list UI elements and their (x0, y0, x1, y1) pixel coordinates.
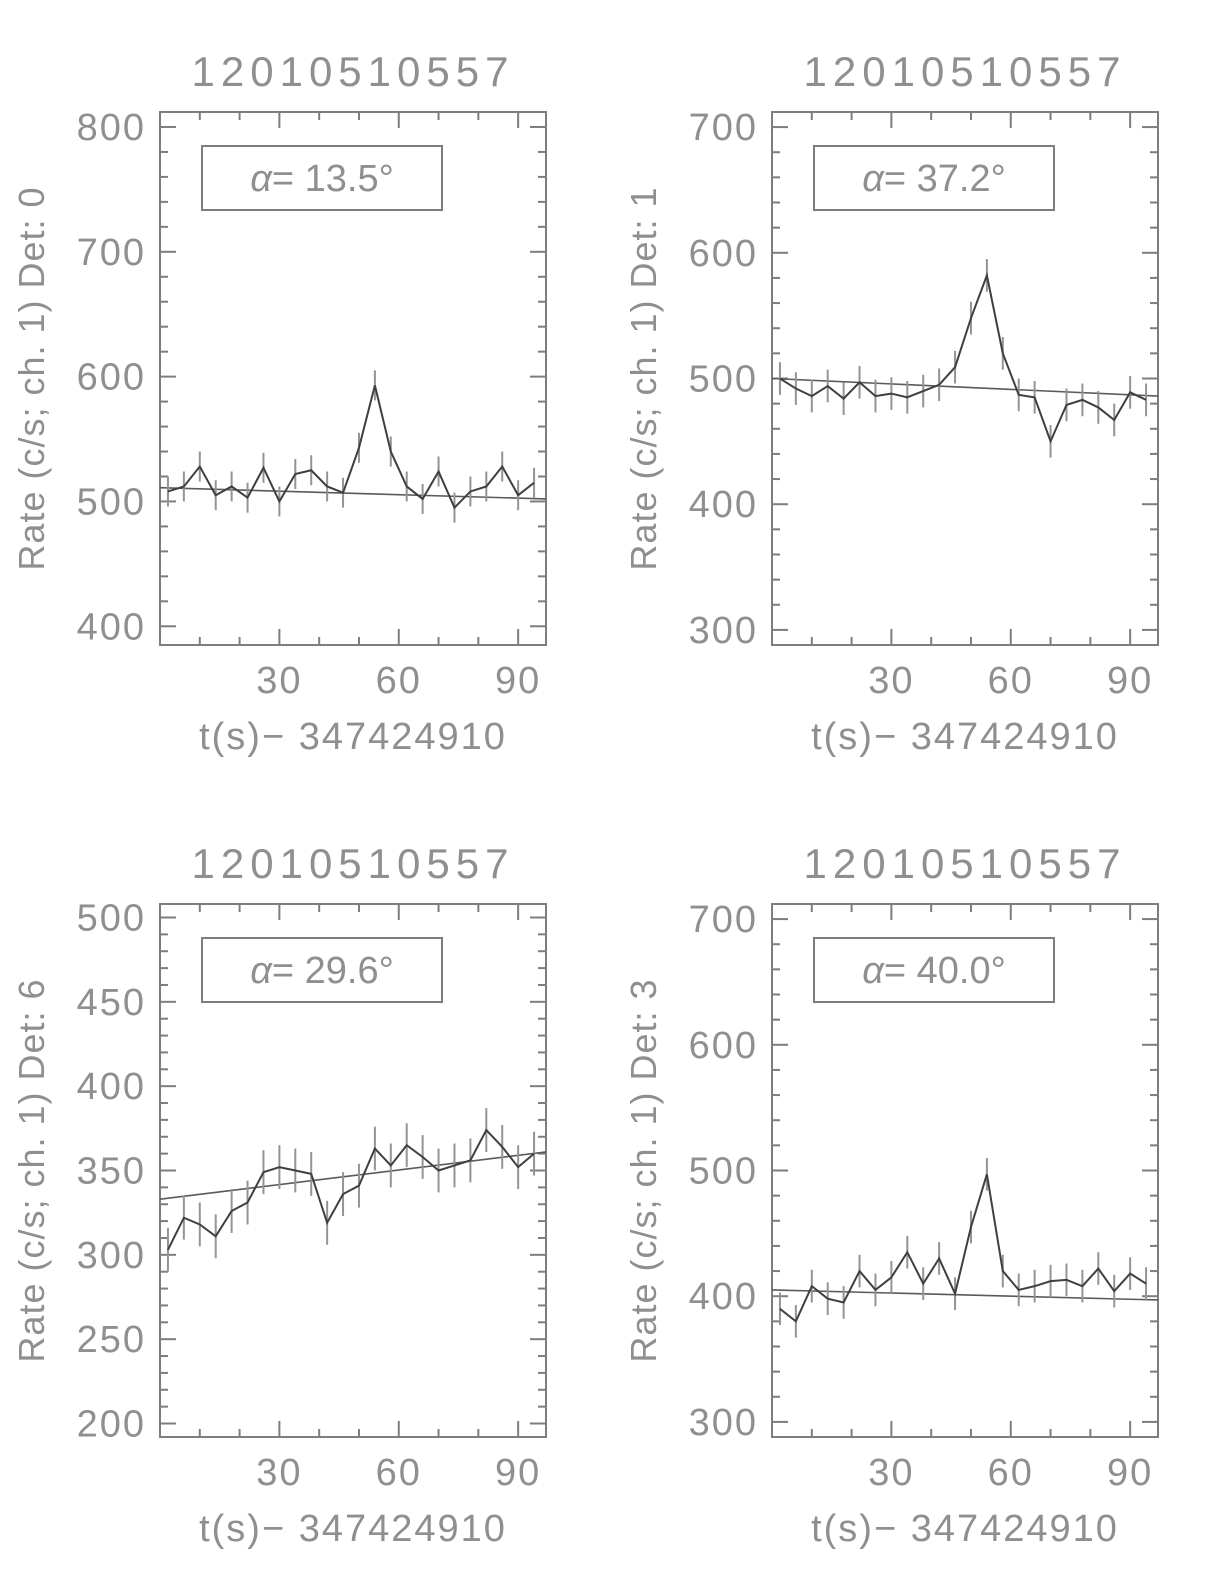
y-tick-label: 500 (77, 481, 146, 523)
x-tick-label: 30 (868, 660, 914, 702)
x-axis-label: t(s)− 347424910 (199, 1508, 507, 1550)
axis-labels: 12010510557 400 500 600 700 800 30 60 90 t(s)− 34… (11, 48, 541, 758)
alpha-annotation-box (813, 937, 1055, 1003)
y-tick-label: 400 (77, 606, 146, 648)
x-axis-label: t(s)− 347424910 (811, 716, 1119, 758)
x-tick-label: 30 (256, 1452, 302, 1494)
y-tick-label: 700 (689, 899, 758, 941)
axis-ticks (772, 904, 1158, 1437)
error-bars (778, 259, 1148, 458)
axis-ticks (772, 112, 1158, 645)
y-tick-label: 500 (689, 1151, 758, 1193)
y-tick-label: 800 (77, 107, 146, 149)
x-axis-label: t(s)− 347424910 (811, 1508, 1119, 1550)
error-bars (166, 370, 536, 523)
y-tick-label: 700 (77, 232, 146, 274)
y-tick-label: 500 (77, 897, 146, 939)
x-tick-label: 90 (495, 660, 541, 702)
light-curve-plot: 12010510557 400 500 600 700 800 30 60 90 t(s)− 34… (11, 48, 547, 758)
panel-det-0: 12010510557 400 500 600 700 800 30 60 90 t(s)− 34… (0, 0, 612, 792)
chart-title: 12010510557 (804, 48, 1127, 95)
y-tick-label: 300 (689, 610, 758, 652)
alpha-annotation: α= 29.6° (250, 950, 394, 992)
x-tick-label: 60 (376, 1452, 422, 1494)
x-tick-label: 30 (256, 660, 302, 702)
axis-labels: 12010510557 300 400 500 600 700 30 60 90 t(s)− 34… (623, 840, 1153, 1550)
y-tick-label: 450 (77, 982, 146, 1024)
panel-det-3: 12010510557 300 400 500 600 700 30 60 90 t(s)− 34… (612, 792, 1224, 1584)
light-curve-line (167, 385, 535, 510)
y-tick-label: 500 (689, 359, 758, 401)
y-tick-label: 600 (77, 357, 146, 399)
axis-labels: 12010510557 300 400 500 600 700 30 60 90 t(s)− 34… (623, 48, 1153, 758)
alpha-annotation: α= 37.2° (862, 158, 1006, 200)
y-tick-label: 300 (689, 1402, 758, 1444)
y-tick-label: 600 (689, 233, 758, 275)
y-tick-label: 600 (689, 1025, 758, 1067)
background-trend-line (159, 1151, 547, 1200)
y-tick-label: 350 (77, 1151, 146, 1193)
x-tick-label: 90 (495, 1452, 541, 1494)
y-tick-label: 700 (689, 107, 758, 149)
light-curve-plot: 12010510557 300 400 500 600 700 30 60 90 t(s)− 34… (623, 48, 1159, 758)
y-axis-label: Rate (c/s; ch. 1) Det: 0 (11, 186, 52, 570)
x-axis-label: t(s)− 347424910 (199, 716, 507, 758)
y-axis-label: Rate (c/s; ch. 1) Det: 1 (623, 186, 664, 570)
alpha-annotation: α= 13.5° (250, 158, 394, 200)
axis-labels: 12010510557 200 250 300 350 400 450 500 30 60 90 t(… (11, 840, 541, 1550)
x-tick-label: 90 (1107, 1452, 1153, 1494)
panel-det-1: 12010510557 300 400 500 600 700 30 60 90 t(s)− 34… (612, 0, 1224, 792)
light-curve-line (167, 1128, 535, 1251)
light-curve-plot: 12010510557 200 250 300 350 400 450 500 30 60 90 t(… (11, 840, 547, 1550)
light-curve-plot: 12010510557 300 400 500 600 700 30 60 90 t(s)− 34… (623, 840, 1159, 1550)
alpha-annotation: α= 40.0° (862, 950, 1006, 992)
chart-title: 12010510557 (192, 48, 515, 95)
x-tick-label: 60 (988, 660, 1034, 702)
y-tick-label: 250 (77, 1319, 146, 1361)
axis-ticks (160, 904, 546, 1437)
error-bars (778, 1157, 1148, 1338)
alpha-annotation-box (201, 937, 443, 1003)
y-tick-label: 300 (77, 1235, 146, 1277)
plot-frame (159, 111, 547, 646)
chart-title: 12010510557 (192, 840, 515, 887)
axis-ticks (160, 112, 546, 645)
y-axis-label: Rate (c/s; ch. 1) Det: 6 (11, 978, 52, 1362)
y-tick-label: 200 (77, 1404, 146, 1446)
background-trend-line (771, 1289, 1159, 1301)
x-tick-label: 90 (1107, 660, 1153, 702)
alpha-annotation-box (201, 145, 443, 211)
background-trend-line (771, 377, 1159, 397)
y-tick-label: 400 (689, 484, 758, 526)
alpha-annotation-box (813, 145, 1055, 211)
y-tick-label: 400 (689, 1276, 758, 1318)
y-tick-label: 400 (77, 1066, 146, 1108)
x-tick-label: 60 (376, 660, 422, 702)
panel-det-6: 12010510557 200 250 300 350 400 450 500 30 60 90 t(… (0, 792, 612, 1584)
light-curve-line (779, 271, 1147, 445)
y-axis-label: Rate (c/s; ch. 1) Det: 3 (623, 978, 664, 1362)
x-tick-label: 30 (868, 1452, 914, 1494)
x-tick-label: 60 (988, 1452, 1034, 1494)
light-curve-line (779, 1173, 1147, 1323)
chart-title: 12010510557 (804, 840, 1127, 887)
